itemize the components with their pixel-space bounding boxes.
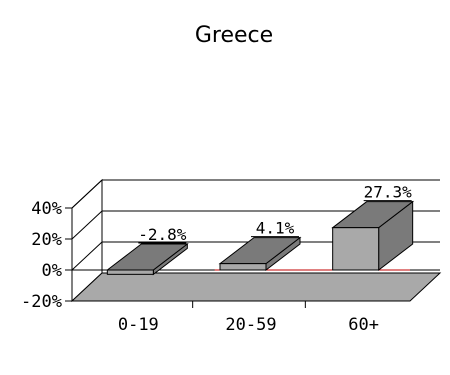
bars xyxy=(105,200,415,276)
data-labels: -2.8% 4.1% 27.3% xyxy=(138,183,412,244)
y-tick-label: 0% xyxy=(42,261,62,281)
bar-20-59 xyxy=(218,236,302,272)
bar-60+ xyxy=(331,200,415,272)
chart-walls xyxy=(70,178,442,303)
data-label: -2.8% xyxy=(138,225,187,244)
chart-title: Greece xyxy=(195,23,273,48)
gridline-diagonal xyxy=(71,210,103,240)
bar-front xyxy=(332,227,380,271)
data-label: 27.3% xyxy=(364,183,413,202)
chart-floor xyxy=(70,272,442,302)
gridline-diagonal xyxy=(71,241,103,271)
y-tick-label: 40% xyxy=(31,199,62,219)
data-label: 4.1% xyxy=(256,219,295,238)
y-tick-label: 20% xyxy=(31,230,62,250)
y-axis: -20% 0% 20% 40% xyxy=(21,199,73,312)
gridline-diagonal xyxy=(71,179,103,209)
bar-front xyxy=(106,269,154,275)
y-tick-label: -20% xyxy=(21,292,62,312)
x-axis: 0-19 20-59 60+ xyxy=(118,301,379,335)
x-tick-label: 20-59 xyxy=(225,315,276,335)
bar-front xyxy=(219,263,267,271)
bar-0-19 xyxy=(105,242,189,276)
x-tick-label: 0-19 xyxy=(118,315,159,335)
x-tick-label: 60+ xyxy=(348,315,379,335)
